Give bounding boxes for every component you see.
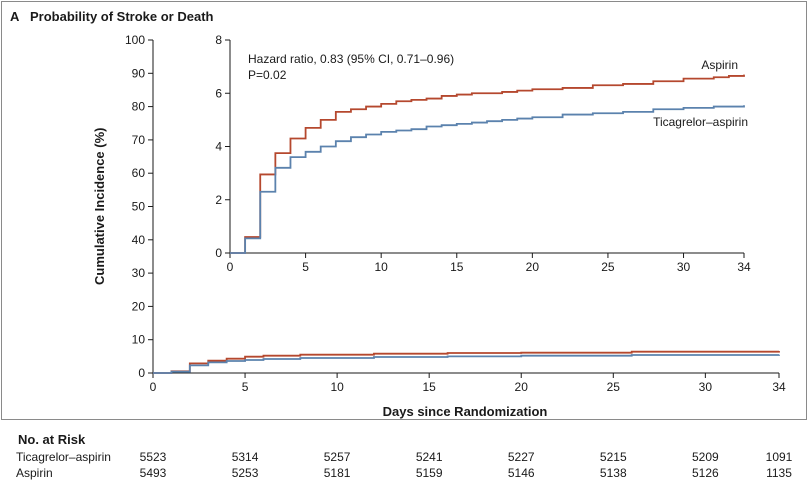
inset-x-tick-label: 25	[601, 260, 615, 274]
main-x-tick-label: 5	[242, 380, 249, 394]
inset-y-tick-label: 8	[215, 33, 222, 47]
risk-value: 5138	[599, 466, 627, 480]
risk-value: 1091	[765, 450, 793, 464]
ticagrelor-series-label: Ticagrelor–aspirin	[653, 115, 748, 129]
risk-value: 5146	[507, 466, 535, 480]
main-x-tick-label: 25	[607, 380, 621, 394]
risk-value: 5215	[599, 450, 627, 464]
main-x-tick-label: 30	[699, 380, 713, 394]
main-x-tick-label: 10	[330, 380, 344, 394]
inset-x-tick-label: 30	[677, 260, 691, 274]
p-value-text: P=0.02	[248, 68, 287, 82]
inset-series-aspirin	[230, 74, 745, 254]
main-x-tick-label: 34	[772, 380, 786, 394]
main-y-tick-label: 80	[132, 100, 146, 114]
main-y-tick-label: 60	[132, 166, 146, 180]
inset-y-tick-label: 2	[215, 193, 222, 207]
panel-title: Probability of Stroke or Death	[30, 9, 214, 24]
risk-value: 1135	[766, 466, 792, 480]
risk-value: 5493	[139, 466, 167, 480]
inset-x-tick-label: 5	[302, 260, 309, 274]
risk-value: 5181	[323, 466, 351, 480]
risk-table-title: No. at Risk	[18, 432, 86, 447]
risk-value: 5257	[323, 450, 351, 464]
panel-letter: A	[10, 9, 20, 24]
risk-row-label: Aspirin	[16, 466, 53, 480]
main-series-aspirin	[153, 350, 780, 374]
inset-series-ticagrelor-aspirin	[230, 105, 745, 254]
risk-row-label: Ticagrelor–aspirin	[16, 450, 111, 464]
risk-value: 5227	[507, 450, 535, 464]
main-y-tick-label: 30	[132, 266, 146, 280]
main-y-tick-label: 100	[125, 33, 145, 47]
main-y-tick-label: 70	[132, 133, 146, 147]
risk-value: 5523	[139, 450, 167, 464]
inset-y-tick-label: 6	[215, 86, 222, 100]
inset-x-tick-label: 0	[227, 260, 234, 274]
main-x-tick-label: 20	[515, 380, 529, 394]
main-x-tick-label: 0	[150, 380, 157, 394]
inset-x-tick-label: 15	[450, 260, 464, 274]
main-y-tick-label: 40	[132, 233, 146, 247]
inset-y-tick-label: 4	[215, 140, 222, 154]
risk-value: 5314	[231, 450, 259, 464]
main-x-tick-label: 15	[422, 380, 436, 394]
aspirin-series-label: Aspirin	[701, 58, 738, 72]
hazard-ratio-text: Hazard ratio, 0.83 (95% CI, 0.71–0.96)	[248, 52, 454, 66]
risk-value: 5126	[691, 466, 719, 480]
inset-x-tick-label: 34	[737, 260, 751, 274]
main-series-ticagrelor-aspirin	[153, 354, 780, 374]
main-y-tick-label: 0	[138, 366, 145, 380]
risk-value: 5159	[415, 466, 443, 480]
x-axis-label: Days since Randomization	[382, 404, 548, 419]
risk-value: 5241	[415, 450, 443, 464]
risk-row-aspirin: Aspirin 5493 5253 5181 5159 5146 5138 5126 1135	[0, 466, 810, 482]
main-y-tick-label: 10	[132, 333, 146, 347]
main-y-tick-label: 50	[132, 200, 146, 214]
inset-x-tick-label: 20	[526, 260, 540, 274]
inset-y-tick-label: 0	[215, 246, 222, 260]
main-y-tick-label: 90	[132, 66, 146, 80]
inset-x-tick-label: 10	[374, 260, 388, 274]
main-y-tick-label: 20	[132, 299, 146, 313]
risk-row-ticagrelor: Ticagrelor–aspirin 5523 5314 5257 5241 5227 5…	[0, 450, 810, 466]
risk-value: 5209	[691, 450, 719, 464]
chart-frame	[1, 1, 807, 420]
risk-value: 5253	[231, 466, 259, 480]
